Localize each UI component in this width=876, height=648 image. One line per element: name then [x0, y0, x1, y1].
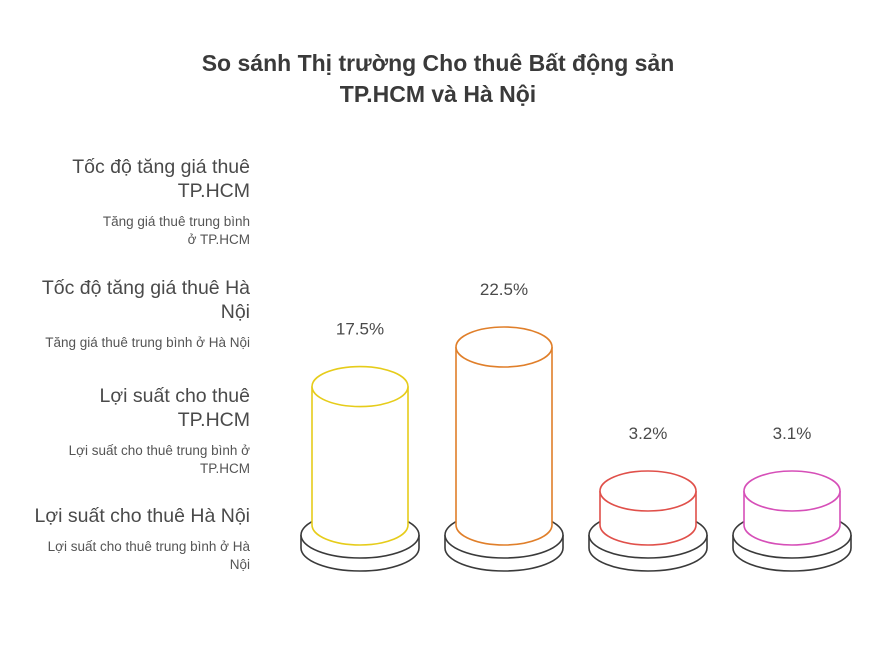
cylinder-bar: 3.1% [732, 424, 852, 572]
cylinder-bar: 17.5% [300, 320, 420, 572]
cylinder-top [743, 470, 841, 512]
data-label: 3.1% [773, 424, 812, 443]
data-label: 22.5% [480, 280, 528, 299]
chart-title: So sánh Thị trường Cho thuê Bất động sản… [0, 48, 876, 110]
cylinder-bar: 3.2% [588, 424, 708, 572]
legend-item-hcm-rent-growth: Tốc độ tăng giá thuê TP.HCM Tăng giá thu… [60, 155, 250, 249]
legend-title: Lợi suất cho thuê Hà Nội [34, 505, 251, 527]
legend-item-hanoi-rent-growth: Tốc độ tăng giá thuê Hà Nội Tăng giá thu… [20, 276, 250, 352]
legend-title: Tốc độ tăng giá thuê Hà Nội [41, 277, 250, 323]
cylinder-bar: 22.5% [444, 280, 564, 572]
cylinder-top [311, 365, 409, 408]
legend-description: Tăng giá thuê trung bình ở TP.HCM [102, 214, 250, 247]
legend-description: Lợi suất cho thuê trung bình ở TP.HCM [68, 443, 250, 476]
chart-title-line2: TP.HCM và Hà Nội [339, 81, 537, 107]
cylinder-body [455, 347, 553, 546]
legend-description: Lợi suất cho thuê trung bình ở Hà Nội [47, 539, 250, 572]
data-label: 3.2% [629, 424, 668, 443]
legend-title: Lợi suất cho thuê TP.HCM [99, 385, 250, 431]
data-label: 17.5% [336, 320, 384, 339]
legend-item-hanoi-rental-yield: Lợi suất cho thuê Hà Nội Lợi suất cho th… [10, 504, 251, 574]
chart-title-line1: So sánh Thị trường Cho thuê Bất động sản [201, 50, 675, 76]
legend-item-hcm-rental-yield: Lợi suất cho thuê TP.HCM Lợi suất cho th… [69, 384, 250, 478]
legend-title: Tốc độ tăng giá thuê TP.HCM [72, 156, 250, 202]
cylinder-top [455, 326, 553, 368]
cylinder-body [311, 386, 409, 546]
cylinder-top [599, 470, 697, 512]
legend-description: Tăng giá thuê trung bình ở Hà Nội [45, 335, 250, 350]
